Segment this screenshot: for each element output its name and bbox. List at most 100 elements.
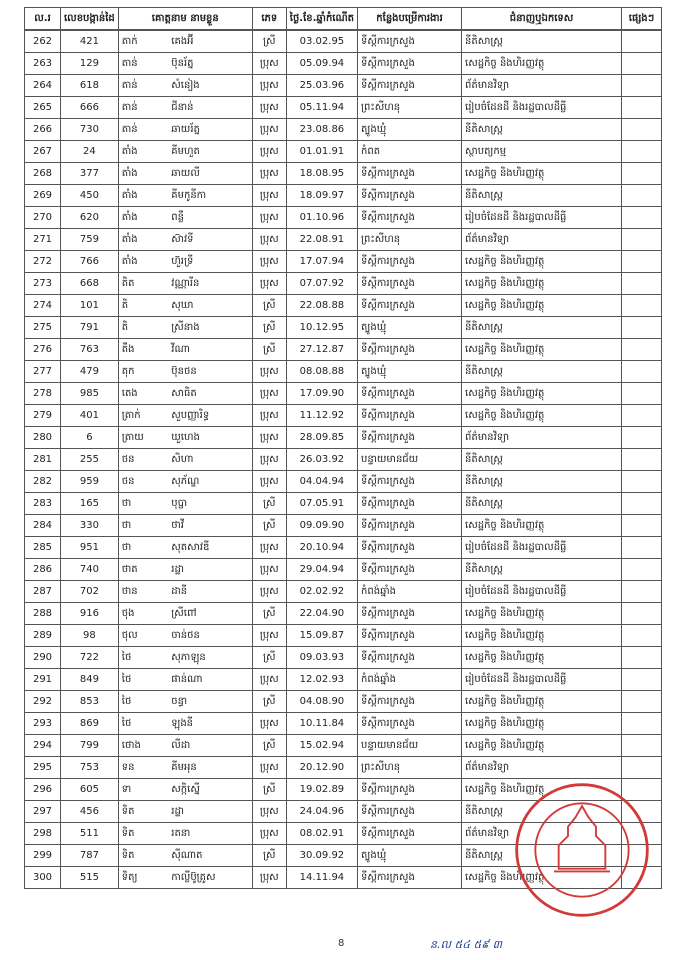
cell-name: គីមហួត <box>168 140 253 163</box>
cell-dob: 30.09.92 <box>285 844 359 867</box>
cell-dob: 20.10.94 <box>285 536 359 559</box>
cell-subject: សេដ្ឋកិច្ច និងហិរញ្ញវត្ថុ <box>461 514 623 537</box>
cell-surname: តាំង <box>117 206 169 229</box>
cell-no: 280 <box>24 426 61 449</box>
cell-subject: នីតិសាស្ត្រ <box>461 118 623 141</box>
cell-workplace: ទីស្តីការក្រសួង <box>357 426 463 449</box>
table-row: 269 450 តាំង គីមកូនីកា ប្រុស 18.09.97 ទីស្តីកា… <box>24 184 663 207</box>
cell-gender: ប្រុស <box>251 140 287 163</box>
cell-name: ផាន់ណា <box>168 668 253 691</box>
cell-dob: 05.11.94 <box>285 96 359 119</box>
cell-workplace: បន្ទាយមានជ័យ <box>357 734 463 757</box>
table-row: 283 165 ថា បុប្ផា ស្រី 07.05.91 ទីស្តីការក្រសួ… <box>24 492 663 515</box>
cell-dob: 08.08.88 <box>285 360 359 383</box>
cell-name: ហ៊ួរទ្រី <box>168 250 253 273</box>
cell-other <box>621 448 663 471</box>
cell-dob: 22.08.91 <box>285 228 359 251</box>
cell-no: 289 <box>24 624 61 647</box>
table-row: 282 959 ថន សុភ័ណ្ឌ ប្រុស 04.04.94 ទីស្តីការក្រ… <box>24 470 663 493</box>
cell-workplace: ត្បូងឃ្មុំ <box>357 316 463 339</box>
cell-id: 450 <box>60 184 119 207</box>
cell-id: 916 <box>60 602 119 625</box>
cell-gender: ប្រុស <box>251 272 287 295</box>
cell-name: សួបញ្ញារិទ្ធ <box>168 404 253 427</box>
cell-id: 853 <box>60 690 119 713</box>
cell-no: 290 <box>24 646 61 669</box>
cell-workplace: ទីស្តីការក្រសួង <box>357 272 463 295</box>
cell-name: សក្កិស្នើ <box>168 778 253 801</box>
cell-other <box>621 404 663 427</box>
official-seal-stamp <box>515 783 649 917</box>
cell-subject: សេដ្ឋកិច្ច និងហិរញ្ញវត្ថុ <box>461 250 623 273</box>
cell-subject: ព័ត៌មានវិទ្យា <box>461 756 623 779</box>
header-gender: ភេទ <box>251 7 287 30</box>
cell-id: 787 <box>60 844 119 867</box>
table-row: 267 24 តាំង គីមហួត ប្រុស 01.01.91 កំពត ស្ថាបត្យ… <box>24 140 663 163</box>
header-no: ល.រ <box>24 7 61 30</box>
cell-no: 279 <box>24 404 61 427</box>
cell-dob: 22.08.88 <box>285 294 359 317</box>
cell-name: រតនា <box>168 822 253 845</box>
table-row: 298 511 ទិត រតនា ប្រុស 08.02.91 ទីស្តីការក្រសួ… <box>24 822 663 845</box>
cell-no: 274 <box>24 294 61 317</box>
cell-workplace: កំពត <box>357 140 463 163</box>
cell-subject: រៀបចំដែនដី និងរដ្ឋបាលដីធ្លី <box>461 96 623 119</box>
cell-workplace: ទីស្តីការក្រសួង <box>357 514 463 537</box>
cell-no: 273 <box>24 272 61 295</box>
cell-surname: ត្រាក់ <box>117 404 169 427</box>
cell-name: រដ្ឋា <box>168 800 253 823</box>
cell-gender: ស្រី <box>251 778 287 801</box>
cell-gender: ស្រី <box>251 294 287 317</box>
cell-subject: សេដ្ឋកិច្ច និងហិរញ្ញវត្ថុ <box>461 272 623 295</box>
cell-surname: តាន់ <box>117 74 169 97</box>
cell-no: 299 <box>24 844 61 867</box>
cell-name: ឆាយលី <box>168 162 253 185</box>
cell-other <box>621 624 663 647</box>
cell-id: 702 <box>60 580 119 603</box>
cell-surname: ថាន <box>117 580 169 603</box>
cell-no: 275 <box>24 316 61 339</box>
cell-other <box>621 272 663 295</box>
cell-subject: សេដ្ឋកិច្ច និងហិរញ្ញវត្ថុ <box>461 624 623 647</box>
table-row: 266 730 តាន់ ឆាយរ័ត្ន ប្រុស 23.08.86 ត្បូងឃ្មុ… <box>24 118 663 141</box>
cell-dob: 17.07.94 <box>285 250 359 273</box>
cell-surname: ត្រាយ <box>117 426 169 449</box>
cell-id: 101 <box>60 294 119 317</box>
cell-name: ស្រីពៅ <box>168 602 253 625</box>
cell-workplace: ទីស្តីការក្រសួង <box>357 778 463 801</box>
cell-id: 129 <box>60 52 119 75</box>
cell-other <box>621 250 663 273</box>
cell-surname: តាន់ <box>117 52 169 75</box>
cell-surname: ថៃ <box>117 690 169 713</box>
table-row: 293 869 ថៃ ឡុងនី ប្រុស 10.11.84 ទីស្តីការក្រសួ… <box>24 712 663 735</box>
table-row: 262 421 តាក់ គេងអ៊ី ស្រី 03.02.95 ទីស្តីការក្រ… <box>24 30 663 53</box>
table-row: 292 853 ថៃ ចន្ធា ស្រី 04.08.90 ទីស្តីការក្រសួង… <box>24 690 663 713</box>
cell-other <box>621 580 663 603</box>
cell-other <box>621 602 663 625</box>
cell-id: 24 <box>60 140 119 163</box>
cell-dob: 09.09.90 <box>285 514 359 537</box>
table-row: 263 129 តាន់ ប៊ុនរ័ត្ន ប្រុស 05.09.94 ទីស្តីកា… <box>24 52 663 75</box>
cell-other <box>621 184 663 207</box>
cell-workplace: ទីស្តីការក្រសួង <box>357 250 463 273</box>
cell-gender: ប្រុស <box>251 448 287 471</box>
cell-workplace: ទីស្តីការក្រសួង <box>357 866 463 889</box>
cell-surname: ថន <box>117 470 169 493</box>
cell-subject: សេដ្ឋកិច្ច និងហិរញ្ញវត្ថុ <box>461 52 623 75</box>
cell-gender: ប្រុស <box>251 162 287 185</box>
cell-workplace: ទីស្តីការក្រសួង <box>357 382 463 405</box>
cell-surname: ទន <box>117 756 169 779</box>
cell-name: ប៊ុនថន <box>168 360 253 383</box>
cell-workplace: ទីស្តីការក្រសួង <box>357 536 463 559</box>
table-row: 276 763 តឹង វីណា ស្រី 27.12.87 ទីស្តីការក្រសួង… <box>24 338 663 361</box>
cell-other <box>621 30 663 53</box>
cell-id: 730 <box>60 118 119 141</box>
cell-no: 267 <box>24 140 61 163</box>
cell-workplace: ទីស្តីការក្រសួង <box>357 74 463 97</box>
cell-workplace: ទីស្តីការក្រសួង <box>357 162 463 185</box>
cell-name: កាល្លីប៊ូត្រូស <box>168 866 253 889</box>
cell-workplace: ទីស្តីការក្រសួង <box>357 800 463 823</box>
cell-no: 292 <box>24 690 61 713</box>
cell-dob: 08.02.91 <box>285 822 359 845</box>
table-row: 295 753 ទន គីមអុន ប្រុស 20.12.90 ព្រះសីហនុ ព័ត៌… <box>24 756 663 779</box>
